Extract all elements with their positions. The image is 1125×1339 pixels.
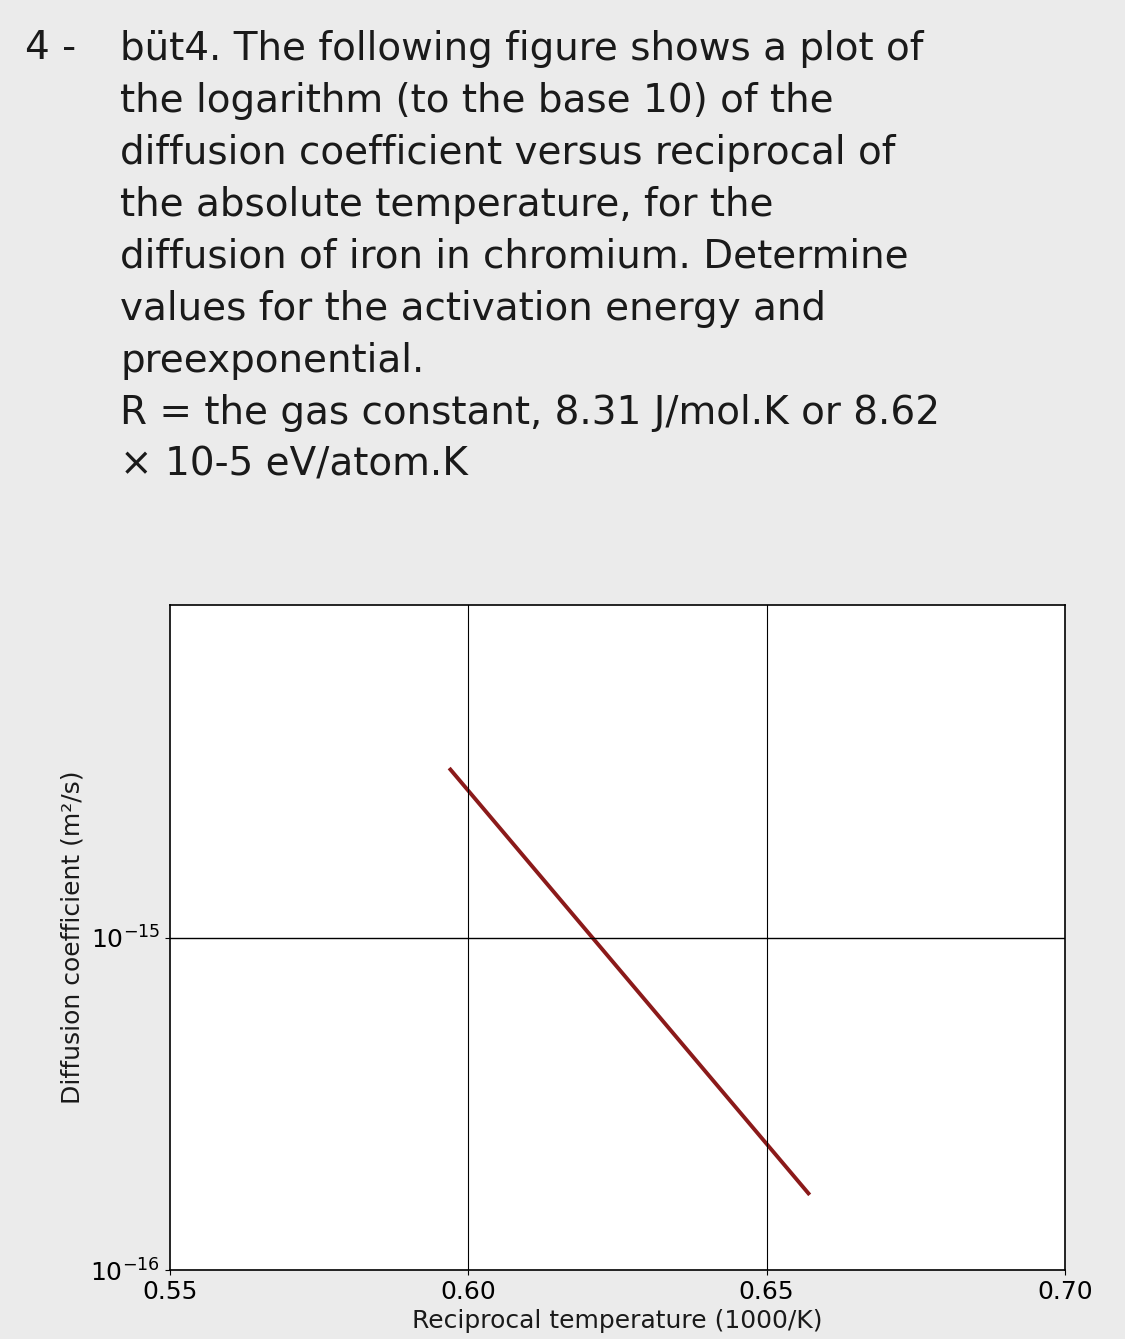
Text: 4 -: 4 - — [25, 29, 75, 67]
Text: × 10-5 eV/atom.K: × 10-5 eV/atom.K — [120, 446, 468, 483]
Text: preexponential.: preexponential. — [120, 341, 425, 380]
Text: büt4. The following figure shows a plot of: büt4. The following figure shows a plot … — [120, 29, 924, 68]
Text: diffusion of iron in chromium. Determine: diffusion of iron in chromium. Determine — [120, 238, 909, 276]
Text: the logarithm (to the base 10) of the: the logarithm (to the base 10) of the — [120, 82, 834, 121]
Text: diffusion coefficient versus reciprocal of: diffusion coefficient versus reciprocal … — [120, 134, 896, 171]
Text: R = the gas constant, 8.31 J/mol.K or 8.62: R = the gas constant, 8.31 J/mol.K or 8.… — [120, 394, 940, 432]
X-axis label: Reciprocal temperature (1000/K): Reciprocal temperature (1000/K) — [412, 1310, 822, 1334]
Y-axis label: Diffusion coefficient (m²/s): Diffusion coefficient (m²/s) — [61, 771, 84, 1105]
Text: values for the activation energy and: values for the activation energy and — [120, 291, 827, 328]
Text: the absolute temperature, for the: the absolute temperature, for the — [120, 186, 774, 224]
